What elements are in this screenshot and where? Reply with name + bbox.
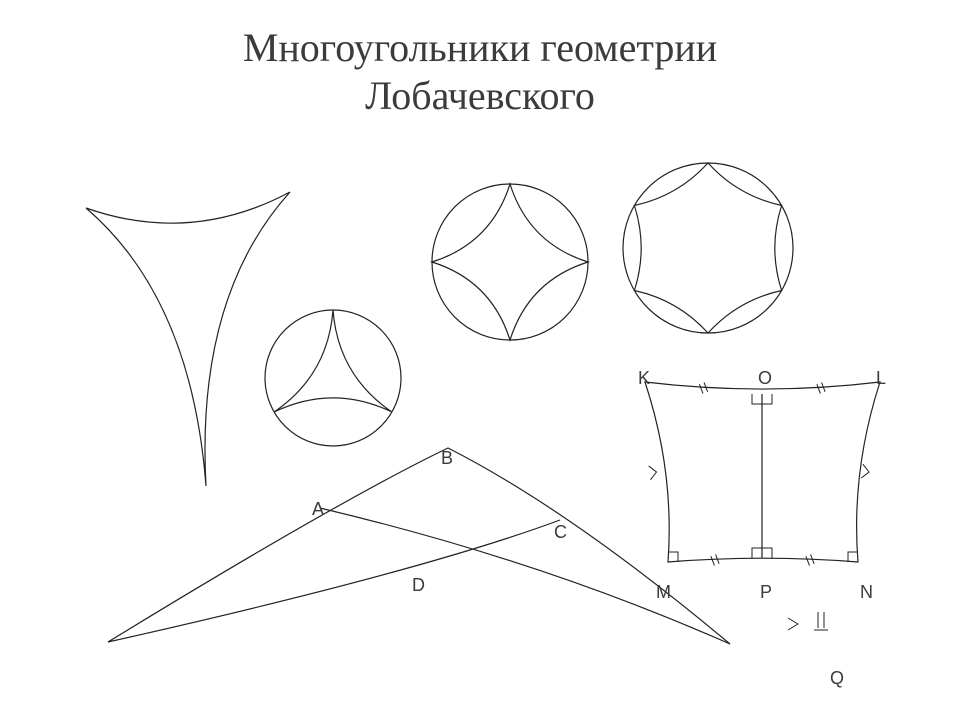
label-A: A (312, 499, 324, 520)
intersecting-arcs-path-1 (108, 520, 560, 642)
circle-hexagon-polygon (634, 163, 781, 333)
right-angle-mark (752, 394, 762, 404)
label-M: M (656, 582, 671, 603)
circle-square (432, 184, 588, 340)
right-angle-mark (668, 552, 678, 562)
label-Q: Q (830, 668, 844, 689)
circle-triangle-polygon (274, 310, 392, 412)
stray-chevron (788, 618, 798, 630)
tick (699, 384, 703, 393)
right-angle-mark (848, 552, 858, 562)
intersecting-arcs-path-0 (108, 448, 730, 644)
angle-chevron (649, 466, 657, 480)
right-angle-mark (752, 548, 762, 558)
intersecting-arcs-path-2 (320, 508, 730, 644)
tick (806, 556, 810, 565)
right-angle-mark (762, 548, 772, 558)
circle-triangle (265, 310, 401, 446)
tick (817, 384, 821, 393)
label-B: B (441, 448, 453, 469)
label-C: C (554, 522, 567, 543)
label-P: P (760, 582, 772, 603)
label-L: L (876, 368, 886, 389)
label-N: N (860, 582, 873, 603)
geometry-canvas (0, 0, 960, 720)
circle-hexagon (623, 163, 793, 333)
label-O: O (758, 368, 772, 389)
circle-square-polygon (432, 184, 588, 340)
right-angle-mark (762, 394, 772, 404)
label-D: D (412, 575, 425, 596)
big-concave-triangle (86, 192, 290, 486)
label-K: K (638, 368, 650, 389)
angle-chevron (861, 464, 869, 478)
tick (711, 556, 715, 565)
